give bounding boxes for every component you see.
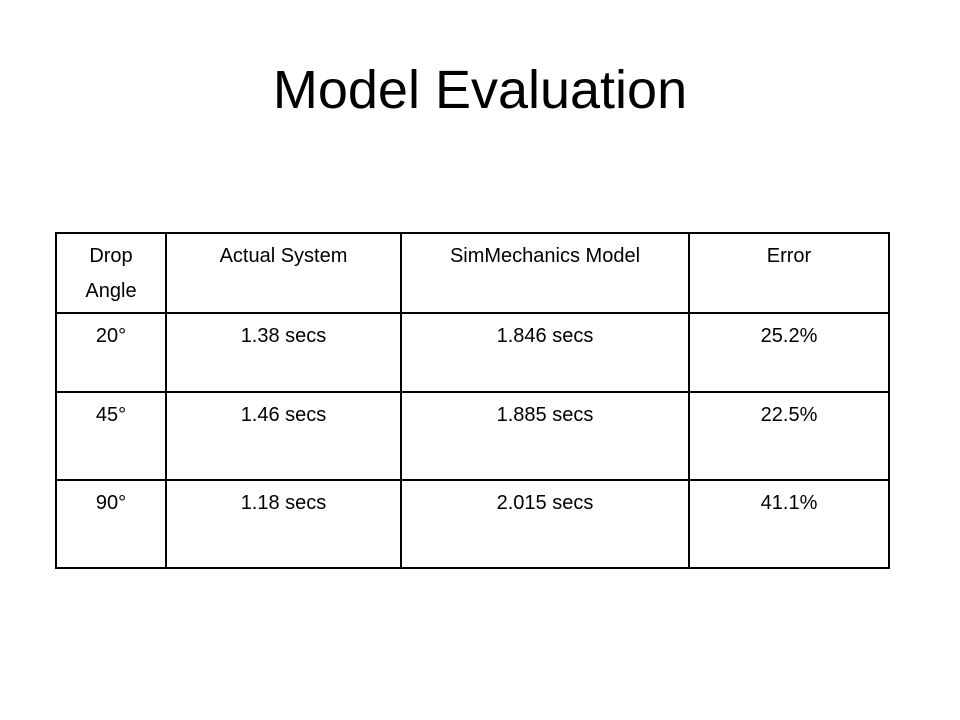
cell: 1.885 secs (400, 391, 690, 481)
column-header: Actual System (165, 232, 402, 314)
table-row: 45° 1.46 secs 1.885 secs 22.5% (55, 391, 890, 481)
slide-title: Model Evaluation (272, 60, 688, 120)
cell: 1.38 secs (165, 312, 402, 393)
cell: 1.846 secs (400, 312, 690, 393)
table-row: 20° 1.38 secs 1.846 secs 25.2% (55, 312, 890, 393)
column-header: SimMechanics Model (400, 232, 690, 314)
cell: 45° (55, 391, 167, 481)
cell: 41.1% (688, 479, 890, 569)
cell: 25.2% (688, 312, 890, 393)
cell: 1.18 secs (165, 479, 402, 569)
column-header: Drop Angle (55, 232, 167, 314)
cell: 2.015 secs (400, 479, 690, 569)
cell: 90° (55, 479, 167, 569)
column-header: Error (688, 232, 890, 314)
cell: 1.46 secs (165, 391, 402, 481)
table: Drop Angle Actual System SimMechanics Mo… (55, 232, 890, 569)
header-row: Drop Angle Actual System SimMechanics Mo… (55, 232, 890, 314)
cell: 20° (55, 312, 167, 393)
table-row: 90° 1.18 secs 2.015 secs 41.1% (55, 479, 890, 569)
cell: 22.5% (688, 391, 890, 481)
